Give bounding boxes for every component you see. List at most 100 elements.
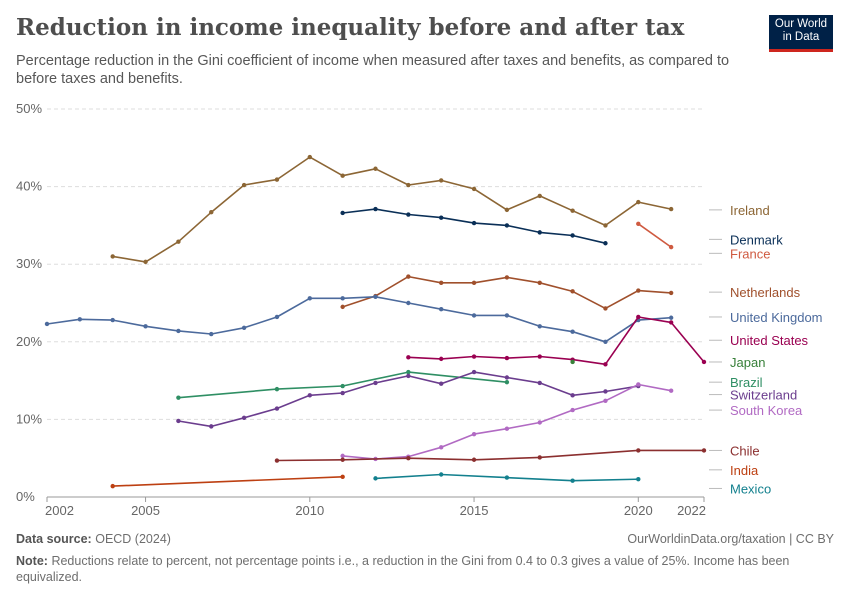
series-label-chile: Chile <box>730 443 760 458</box>
data-point-mexico <box>439 472 444 477</box>
x-tick-label: 2015 <box>460 503 489 518</box>
data-point-united-kingdom <box>406 300 411 306</box>
data-point-brazil <box>340 383 345 389</box>
x-tick-label: 2022 <box>677 503 706 518</box>
data-point-switzerland <box>439 381 444 386</box>
data-point-ireland <box>373 166 378 171</box>
data-point-denmark <box>373 206 378 212</box>
data-point-south-korea <box>537 420 542 425</box>
data-point-netherlands <box>340 304 345 310</box>
data-point-denmark <box>537 230 542 235</box>
data-point-united-kingdom <box>504 313 510 318</box>
y-tick-label: 0% <box>16 489 35 504</box>
y-tick-label: 30% <box>16 256 42 271</box>
data-point-switzerland <box>176 418 181 424</box>
data-point-united-kingdom <box>77 317 83 322</box>
x-tick-label: 2002 <box>45 503 74 518</box>
note-text: Reductions relate to percent, not percen… <box>16 554 790 584</box>
data-point-united-kingdom <box>110 317 115 323</box>
y-tick-label: 40% <box>16 179 42 194</box>
series-label-south-korea: South Korea <box>730 403 803 418</box>
series-line-denmark <box>342 208 606 244</box>
data-point-switzerland <box>570 393 575 398</box>
series-line-switzerland <box>178 371 639 428</box>
series-label-japan: Japan <box>730 355 765 370</box>
data-point-united-states <box>701 359 707 365</box>
data-point-united-kingdom <box>209 331 214 337</box>
data-point-switzerland <box>209 424 214 429</box>
data-point-france <box>668 244 674 250</box>
data-point-ireland <box>241 182 247 188</box>
data-point-south-korea <box>504 426 510 431</box>
data-point-netherlands <box>504 275 510 280</box>
data-point-united-kingdom <box>668 315 674 320</box>
y-tick-label: 50% <box>16 101 42 116</box>
series-line-south-korea <box>342 383 672 460</box>
data-point-united-kingdom <box>603 339 608 344</box>
data-point-united-states <box>636 314 641 320</box>
series-label-united-states: United States <box>730 333 809 348</box>
data-point-ireland <box>439 178 444 183</box>
data-point-south-korea <box>570 407 575 413</box>
data-point-united-states <box>603 362 608 367</box>
data-point-united-states <box>406 355 411 360</box>
series-line-india <box>112 476 343 487</box>
data-point-denmark <box>570 233 575 238</box>
series-line-united-states <box>408 316 705 366</box>
data-point-south-korea <box>439 445 444 450</box>
series-label-netherlands: Netherlands <box>730 285 801 300</box>
data-point-united-kingdom <box>143 324 148 329</box>
chart-subtitle: Percentage reduction in the Gini coeffic… <box>16 53 730 87</box>
data-point-south-korea <box>603 398 608 403</box>
data-point-ireland <box>406 182 411 188</box>
data-point-ireland <box>537 193 542 199</box>
series-label-india: India <box>730 463 759 478</box>
chart-title: Reduction in income inequality before an… <box>16 14 685 41</box>
data-point-ireland <box>307 154 312 160</box>
data-point-netherlands <box>406 274 411 279</box>
data-point-switzerland <box>373 380 378 386</box>
series-line-united-kingdom <box>46 295 672 343</box>
data-point-south-korea <box>340 453 345 459</box>
data-point-denmark <box>439 215 444 220</box>
data-point-ireland <box>274 177 280 182</box>
data-point-denmark <box>340 210 345 216</box>
data-point-switzerland <box>274 406 280 411</box>
data-point-denmark <box>406 212 411 217</box>
credit-link[interactable]: OurWorldinData.org/taxation | CC BY <box>627 532 834 546</box>
data-point-switzerland <box>340 390 345 396</box>
logo-line-2: in Data <box>782 31 820 43</box>
series-label-switzerland: Switzerland <box>730 388 797 403</box>
data-point-france <box>636 221 641 227</box>
data-point-ireland <box>504 207 510 213</box>
data-point-india <box>340 474 345 480</box>
data-point-ireland <box>603 223 608 228</box>
data-point-ireland <box>471 186 477 192</box>
data-point-ireland <box>340 173 345 178</box>
data-point-netherlands <box>636 288 641 293</box>
series-line-ireland <box>112 156 672 263</box>
data-source-link[interactable]: OECD (2024) <box>95 532 171 546</box>
data-point-south-korea <box>668 388 674 393</box>
data-point-denmark <box>603 241 608 246</box>
data-point-south-korea <box>471 431 477 437</box>
data-point-netherlands <box>537 280 542 286</box>
data-source: Data source: OECD (2024) <box>16 532 171 546</box>
owid-logo[interactable]: Our World in Data <box>769 15 833 52</box>
data-point-united-kingdom <box>439 307 444 312</box>
data-point-switzerland <box>471 369 477 375</box>
data-point-brazil <box>176 395 181 400</box>
data-point-switzerland <box>504 375 510 380</box>
y-tick-label: 20% <box>16 334 42 349</box>
data-point-netherlands <box>603 306 608 311</box>
data-point-united-states <box>537 354 542 359</box>
series-label-united-kingdom: United Kingdom <box>730 310 823 325</box>
data-point-chile <box>274 458 280 463</box>
data-point-united-kingdom <box>570 329 575 334</box>
data-point-japan <box>570 359 575 365</box>
data-point-ireland <box>570 208 575 213</box>
data-point-united-kingdom <box>241 325 247 331</box>
data-point-mexico <box>570 478 575 483</box>
series-line-netherlands <box>342 275 672 310</box>
